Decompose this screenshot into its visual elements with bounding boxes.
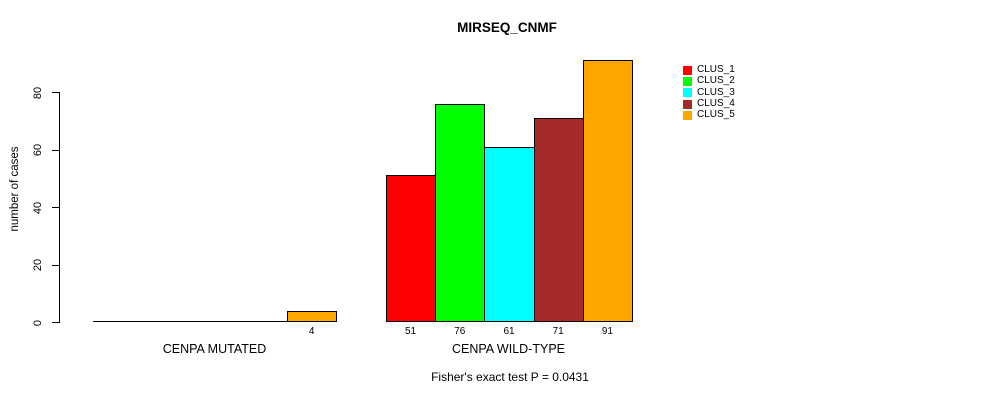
y-axis-tick bbox=[52, 207, 59, 208]
bar-clus_3-1 bbox=[484, 146, 535, 322]
legend-label-clus_5: CLUS_5 bbox=[697, 109, 735, 121]
bar-clus_5-1 bbox=[582, 60, 633, 322]
bar-value-label: 76 bbox=[454, 326, 466, 337]
legend-swatch-clus_1 bbox=[683, 65, 692, 75]
legend-label-clus_1: CLUS_1 bbox=[697, 64, 735, 75]
bar-value-label: 4 bbox=[308, 326, 315, 337]
legend-label-clus_4: CLUS_4 bbox=[697, 98, 735, 110]
legend-label-clus_2: CLUS_2 bbox=[697, 75, 735, 87]
zero-bar-baseline bbox=[238, 321, 289, 322]
y-axis-tick bbox=[52, 92, 59, 93]
y-axis-tick bbox=[52, 322, 59, 323]
bar-value-label: 51 bbox=[405, 326, 417, 337]
x-group-label-cenpa-wild-type: CENPA WILD-TYPE bbox=[452, 342, 565, 356]
bar-value-label: 71 bbox=[552, 326, 564, 337]
legend-swatch-clus_4 bbox=[683, 99, 692, 109]
y-axis-line bbox=[59, 92, 60, 323]
legend-swatch-clus_5 bbox=[683, 110, 692, 120]
bar-clus_5-0 bbox=[287, 310, 337, 322]
chart-title: MIRSEQ_CNMF bbox=[457, 20, 557, 35]
bar-clus_1-1 bbox=[386, 175, 437, 322]
bar-value-label: 61 bbox=[503, 326, 515, 337]
zero-bar-baseline bbox=[141, 321, 192, 322]
zero-bar-baseline bbox=[190, 321, 240, 322]
bar-clus_2-1 bbox=[435, 103, 486, 322]
legend-swatch-clus_2 bbox=[683, 76, 692, 86]
x-group-label-cenpa-mutated: CENPA MUTATED bbox=[162, 342, 267, 356]
zero-bar-baseline bbox=[93, 321, 143, 322]
fisher-test-caption: Fisher's exact test P = 0.0431 bbox=[431, 370, 589, 384]
bar-value-label: 91 bbox=[601, 326, 613, 337]
legend-label-clus_3: CLUS_3 bbox=[697, 86, 735, 98]
y-axis-tick bbox=[52, 264, 59, 266]
y-axis-tick bbox=[52, 149, 59, 151]
legend-swatch-clus_3 bbox=[683, 88, 692, 98]
